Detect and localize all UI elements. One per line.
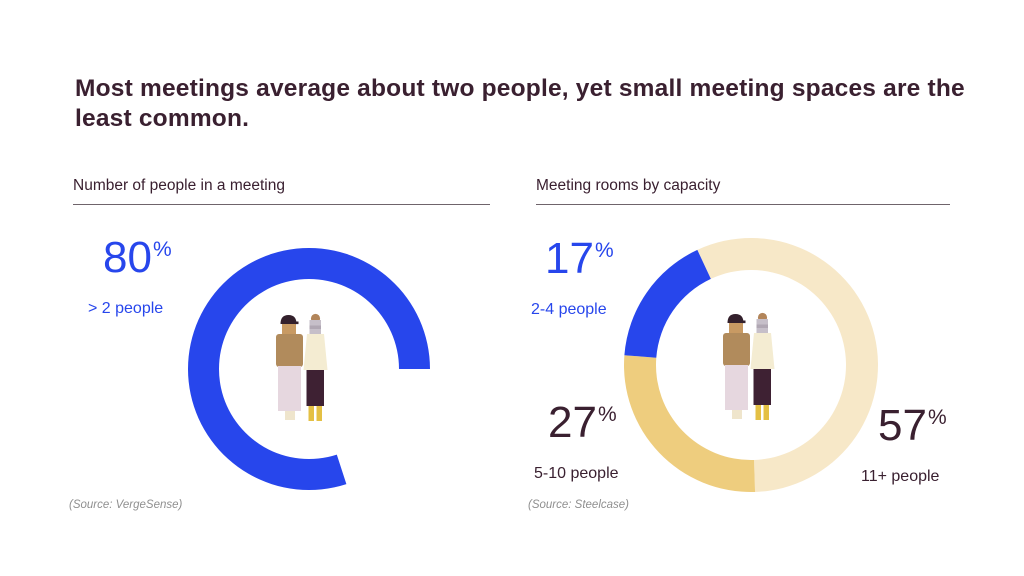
donut-segment-11-plus-people — [697, 238, 878, 492]
left-source-note: (Source: VergeSense) — [69, 499, 183, 511]
page-title: Most meetings average about two people, … — [75, 74, 965, 134]
right-chart-title: Meeting rooms by capacity — [536, 177, 721, 194]
percent-sign: % — [594, 239, 614, 262]
stat-number: 27 — [548, 398, 597, 447]
stat-label-11-plus-people: 11+ people — [861, 468, 940, 485]
page-title-line-1: Most meetings average about two people, … — [75, 75, 965, 102]
stat-2-4-people: 17% 2-4 people — [531, 237, 614, 319]
stat-value-80: 80% — [103, 236, 172, 288]
donut-chart-rooms-by-capacity — [624, 238, 878, 493]
stat-number: 57 — [878, 401, 927, 450]
stat-number: 17 — [545, 234, 594, 283]
left-chart-title: Number of people in a meeting — [73, 177, 285, 194]
stat-value-27: 27% — [548, 401, 619, 453]
percent-sign: % — [927, 406, 947, 429]
stat-5-10-people: 27% 5-10 people — [534, 401, 619, 483]
percent-sign: % — [597, 403, 617, 426]
stat-label-gt-2-people: > 2 people — [88, 300, 164, 317]
stat-11-plus-people: 57% 11+ people — [861, 404, 947, 486]
page-title-line-2: least common. — [75, 105, 250, 132]
donut-segment-5-10-people — [624, 355, 756, 493]
percent-sign: % — [152, 238, 172, 261]
stat-value-57: 57% — [878, 404, 947, 456]
donut-chart-people-per-meeting — [188, 248, 430, 491]
two-people-illustration — [276, 313, 328, 421]
right-source-note: (Source: Steelcase) — [528, 499, 629, 511]
stat-gt-2-people: 80% > 2 people — [88, 236, 172, 318]
stat-number: 80 — [103, 233, 152, 282]
right-divider — [536, 204, 950, 205]
two-people-illustration — [723, 312, 775, 420]
left-divider — [73, 204, 490, 205]
stat-label-5-10-people: 5-10 people — [534, 465, 619, 482]
stat-value-17: 17% — [545, 237, 614, 289]
donut-segment-2-4-people — [624, 249, 711, 358]
stat-label-2-4-people: 2-4 people — [531, 301, 607, 318]
